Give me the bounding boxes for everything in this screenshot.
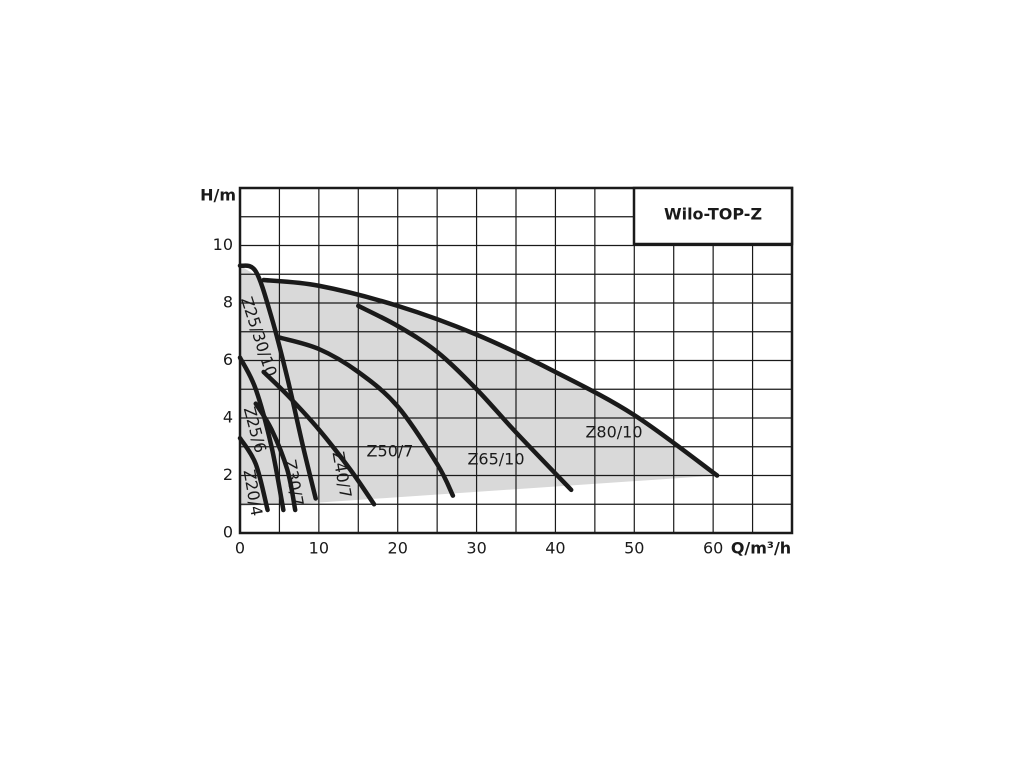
y-tick-label: 8 <box>223 293 233 312</box>
y-axis-label: H/m <box>200 186 236 205</box>
y-tick-label: 2 <box>223 465 233 484</box>
curve-label: Z65/10 <box>467 450 524 469</box>
x-tick-label: 0 <box>235 539 245 558</box>
y-tick-label: 10 <box>213 235 233 254</box>
pump-curve <box>261 277 720 478</box>
y-tick-label: 4 <box>223 408 233 427</box>
x-tick-label: 20 <box>388 539 408 558</box>
x-tick-label: 10 <box>309 539 329 558</box>
y-tick-label: 6 <box>223 350 233 369</box>
chart-title: Wilo-TOP-Z <box>664 205 762 224</box>
curve-label: Z50/7 <box>367 442 414 461</box>
pump-curve <box>277 335 456 498</box>
pump-curve <box>237 435 270 513</box>
title-box <box>632 186 794 246</box>
x-axis-label: Q/m³/h <box>731 539 791 558</box>
x-tick-label: 50 <box>624 539 644 558</box>
curve-label: Z80/10 <box>585 423 642 442</box>
pump-curve <box>237 263 318 501</box>
x-tick-label: 60 <box>703 539 723 558</box>
x-tick-label: 30 <box>466 539 486 558</box>
pump-curve <box>261 369 377 507</box>
envelope <box>240 265 718 506</box>
x-tick-label: 40 <box>545 539 565 558</box>
y-tick-label: 0 <box>223 523 233 542</box>
pump-curve <box>356 303 574 493</box>
pump-curve <box>237 355 286 513</box>
